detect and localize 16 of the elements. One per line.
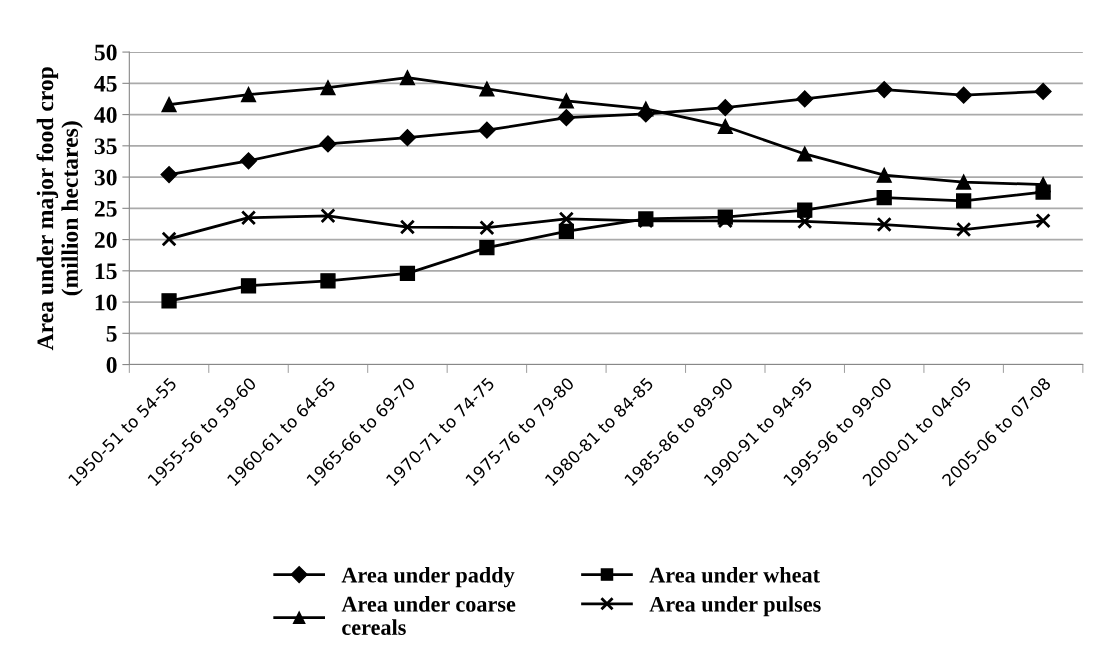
y-tick-label: 45	[94, 75, 117, 92]
y-tick-label: 35	[94, 138, 117, 155]
y-tick-label: 0	[106, 357, 117, 373]
y-tick-label: 15	[95, 263, 117, 280]
legend-label: Area under paddy	[341, 566, 515, 588]
y-tick-label: 20	[94, 232, 117, 248]
y-axis-title: Area under major food crop (million hectares)	[36, 67, 83, 351]
legend-label: Area under pulses	[649, 596, 821, 617]
y-tick-label: 50	[94, 44, 117, 61]
y-tick-label: 30	[94, 169, 117, 186]
legend-label: Area under coarse cereals	[341, 596, 516, 635]
y-tick-label: 5	[106, 326, 117, 342]
y-tick-label: 40	[94, 107, 117, 123]
y-tick-label: 25	[94, 200, 117, 217]
y-tick-label: 10	[95, 294, 117, 311]
legend-label: Area under wheat	[649, 566, 820, 583]
